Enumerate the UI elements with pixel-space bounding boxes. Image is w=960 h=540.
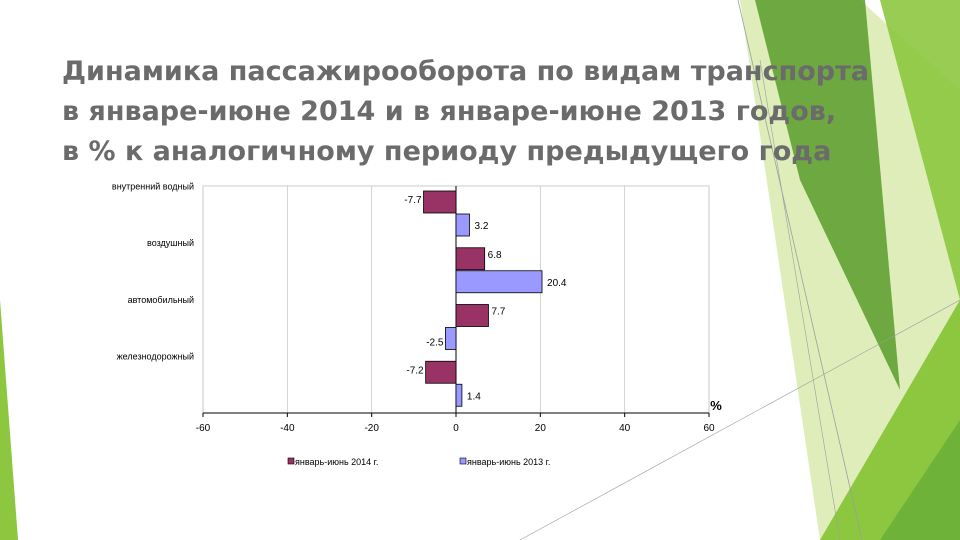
data-label: 20.4: [547, 278, 567, 289]
deco-left-shape: [0, 300, 18, 540]
unit-label: %: [710, 398, 722, 413]
x-tick-label: 0: [453, 423, 459, 434]
legend-swatch-2013: [459, 457, 467, 465]
deco-line-1: [737, 0, 863, 540]
data-label: -2.5: [426, 338, 444, 349]
bar-2014: [423, 190, 457, 214]
x-tick-label: 60: [703, 423, 715, 434]
bar-2014: [455, 247, 486, 271]
legend-label: январь-июнь 2014 г.: [295, 457, 378, 467]
data-label: 3.2: [474, 221, 488, 232]
x-tick-label: 20: [535, 423, 547, 434]
deco-line-2: [759, 59, 841, 540]
category-label: автомобильный: [128, 295, 194, 305]
deco-green-shape: [880, 0, 960, 300]
category-label: воздушный: [147, 238, 194, 248]
x-tick-label: 40: [619, 423, 631, 434]
bar-2013: [455, 270, 543, 294]
title-line-1: Динамика пассажирооборота по видам транс…: [62, 56, 869, 87]
bar-2013: [455, 383, 463, 407]
category-label: железнодорожный: [117, 352, 194, 362]
bar-2013: [455, 213, 470, 237]
data-label: 6.8: [488, 250, 502, 261]
x-tick-label: -20: [364, 423, 379, 434]
legend-swatch-2014: [287, 457, 295, 465]
x-tick-label: -40: [280, 423, 295, 434]
title-line-3: в % к аналогичному периоду предыдущего г…: [62, 136, 832, 167]
bar-2014: [455, 304, 489, 327]
deco-mid-shape: [755, 0, 900, 390]
deco-line-3: [519, 299, 960, 540]
data-label: 1.4: [467, 391, 481, 402]
bar-2013: [445, 327, 457, 350]
category-label: внутренний водный: [112, 181, 194, 191]
page-title: Динамика пассажирооборота по видам транс…: [62, 52, 882, 172]
data-label: -7.7: [404, 195, 422, 206]
legend-label: январь-июнь 2013 г.: [467, 457, 550, 467]
deco-right-shape: [880, 420, 960, 540]
data-label: -7.2: [406, 365, 424, 376]
title-line-2: в январе-июне 2014 и в январе-июне 2013 …: [62, 96, 837, 127]
data-label: 7.7: [491, 307, 505, 318]
x-tick-label: -60: [196, 423, 211, 434]
bar-2014: [425, 360, 457, 384]
